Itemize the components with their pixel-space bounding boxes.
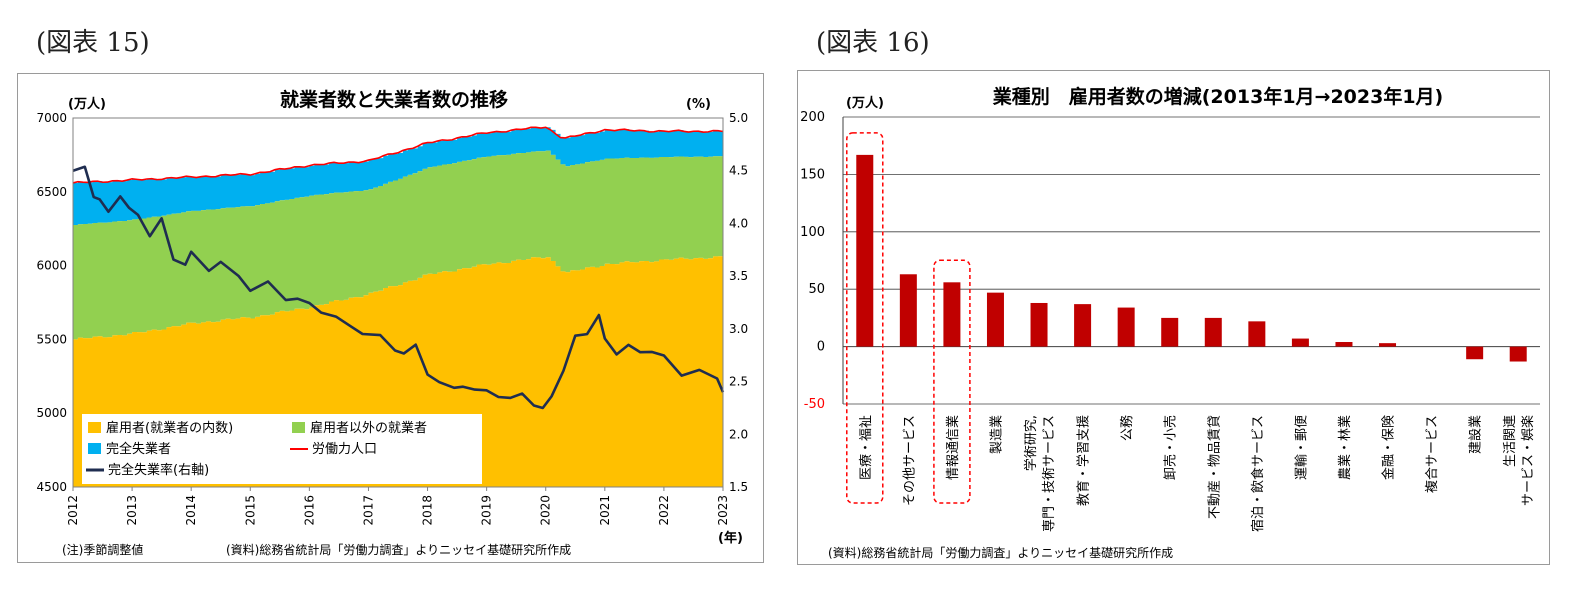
- bar-16: [1509, 346, 1527, 362]
- y-right-tick-label: 5.0: [729, 111, 748, 125]
- category-label: 公務: [1120, 415, 1135, 441]
- x-tick-label: 2021: [598, 495, 612, 526]
- category-label: その他サービス: [902, 415, 917, 506]
- legend-label-employees: 雇用者(就業者の内数): [106, 420, 233, 436]
- bar-15: [1466, 346, 1484, 360]
- x-tick-label: 2023: [716, 495, 730, 526]
- category-label: 運輸・郵便: [1294, 415, 1309, 480]
- bar-10: [1248, 321, 1266, 347]
- legend-box: [82, 414, 482, 484]
- legend-label-labor-force: 労働力人口: [312, 442, 377, 457]
- y-left-tick-label: 5000: [36, 406, 67, 420]
- bar-9: [1204, 317, 1222, 347]
- employment-chart: 4500 5000 5500 6000 6500 7000 1.5 2.0 2.5 3.0 3.5 4…: [36, 88, 748, 557]
- y-right-tick-label: 4.0: [729, 216, 748, 230]
- category-label: 農業・林業: [1337, 415, 1353, 480]
- category-label: 専門・技術サービス: [1042, 415, 1057, 532]
- y-unit: (万人): [846, 95, 884, 111]
- category-label: 不動産・物品賃貸: [1206, 415, 1222, 519]
- area-other-employed: [73, 150, 723, 340]
- category-label: 製造業: [988, 415, 1004, 454]
- bar-5: [1030, 302, 1048, 347]
- x-tick-label: 2013: [125, 495, 139, 526]
- bar-7: [1117, 307, 1135, 347]
- legend-label-rate: 完全失業率(右軸): [108, 462, 209, 478]
- y-tick-label: 100: [800, 225, 825, 240]
- y-tick-label: 150: [800, 167, 825, 182]
- category-label: 卸売・小売: [1163, 415, 1179, 480]
- y-left-unit: (万人): [68, 96, 106, 112]
- y-right-tick-label: 4.5: [729, 164, 748, 178]
- plot-border: [72, 117, 724, 488]
- x-tick-label: 2014: [184, 495, 198, 526]
- category-label: 教育・学習支援: [1076, 415, 1092, 506]
- legend-label-unemployed: 完全失業者: [106, 441, 171, 457]
- x-tick-label: 2018: [421, 495, 435, 526]
- source: (資料)総務省統計局「労働力調査」よりニッセイ基礎研究所作成: [226, 542, 571, 557]
- figure-15-label: (図表 15): [36, 28, 150, 58]
- category-label: 生活関連: [1503, 415, 1518, 467]
- y-left-tick-label: 5500: [36, 332, 67, 346]
- category-label: 複合サービス: [1424, 415, 1440, 493]
- legend-label-other-employed: 雇用者以外の就業者: [310, 420, 427, 436]
- y-left-tick-label: 4500: [36, 480, 67, 494]
- bar-4: [986, 292, 1004, 347]
- industry-chart: 業種別 雇用者数の増減(2013年1月→2023年1月) (万人) -50 0 50…: [800, 85, 1540, 560]
- bar-1: [856, 154, 874, 347]
- y-right-unit: (%): [686, 97, 711, 112]
- employment-chart-panel: 4500 5000 5500 6000 6500 7000 1.5 2.0 2.5 3.0 3.5 4…: [17, 73, 764, 563]
- x-tick-label: 2019: [480, 495, 494, 526]
- legend-swatch-employees: [88, 422, 101, 433]
- chart-title: 就業者数と失業者数の推移: [280, 88, 508, 111]
- y-tick-label: 0: [817, 340, 825, 355]
- area-unemployed: [73, 127, 723, 226]
- category-label: 金融・保険: [1381, 415, 1397, 480]
- bar-8: [1161, 317, 1179, 347]
- note: (注)季節調整値: [62, 542, 143, 557]
- x-unit: (年): [718, 530, 743, 546]
- highlight-box: [933, 259, 971, 504]
- y-right-tick-label: 2.5: [729, 375, 748, 389]
- line-labor-force: [72, 126, 724, 184]
- x-tick-label: 2022: [657, 495, 671, 526]
- category-label: 学術研究,: [1023, 415, 1039, 471]
- x-tick-label: 2012: [66, 495, 80, 526]
- bar-13: [1379, 343, 1397, 347]
- line-unemployment-rate: [72, 165, 725, 410]
- legend-swatch-unemployed: [88, 443, 101, 454]
- bar-11: [1291, 338, 1309, 347]
- highlight-box: [846, 132, 884, 504]
- y-left-tick-label: 6000: [36, 259, 67, 273]
- y-right-tick-label: 1.5: [729, 480, 748, 494]
- y-tick-label: 200: [800, 110, 825, 125]
- category-label: 宿泊・飲食サービス: [1250, 415, 1266, 532]
- bar-12: [1335, 342, 1353, 347]
- bar-6: [1074, 304, 1092, 347]
- bar-2: [899, 274, 917, 347]
- figure-16-label: (図表 16): [816, 28, 930, 58]
- bar-3: [943, 282, 961, 347]
- y-right-tick-label: 2.0: [729, 427, 748, 441]
- category-label: 建設業: [1468, 415, 1484, 454]
- x-tick-label: 2015: [243, 495, 257, 526]
- industry-chart-panel: 業種別 雇用者数の増減(2013年1月→2023年1月) (万人) -50 0 50…: [797, 70, 1550, 565]
- chart-title: 業種別 雇用者数の増減(2013年1月→2023年1月): [992, 85, 1444, 108]
- y-right-tick-label: 3.5: [729, 269, 748, 283]
- category-label: 医療・福祉: [859, 415, 874, 480]
- y-tick-label: 50: [808, 282, 825, 297]
- category-label: サービス・娯楽: [1520, 415, 1536, 506]
- y-right-tick-label: 3.0: [729, 322, 748, 336]
- y-left-tick-label: 6500: [36, 185, 67, 199]
- y-tick-label: -50: [804, 397, 825, 412]
- legend: 雇用者(就業者の内数) 雇用者以外の就業者 完全失業者 労働力人口 完全失業率(…: [82, 414, 482, 484]
- category-label: 情報通信業: [945, 415, 961, 480]
- y-left-tick-label: 7000: [36, 111, 67, 125]
- x-tick-label: 2020: [539, 495, 553, 526]
- x-tick-label: 2016: [302, 495, 316, 526]
- x-tick-label: 2017: [361, 495, 375, 526]
- source: (資料)総務省統計局「労働力調査」よりニッセイ基礎研究所作成: [828, 545, 1173, 560]
- legend-swatch-other-employed: [292, 422, 305, 433]
